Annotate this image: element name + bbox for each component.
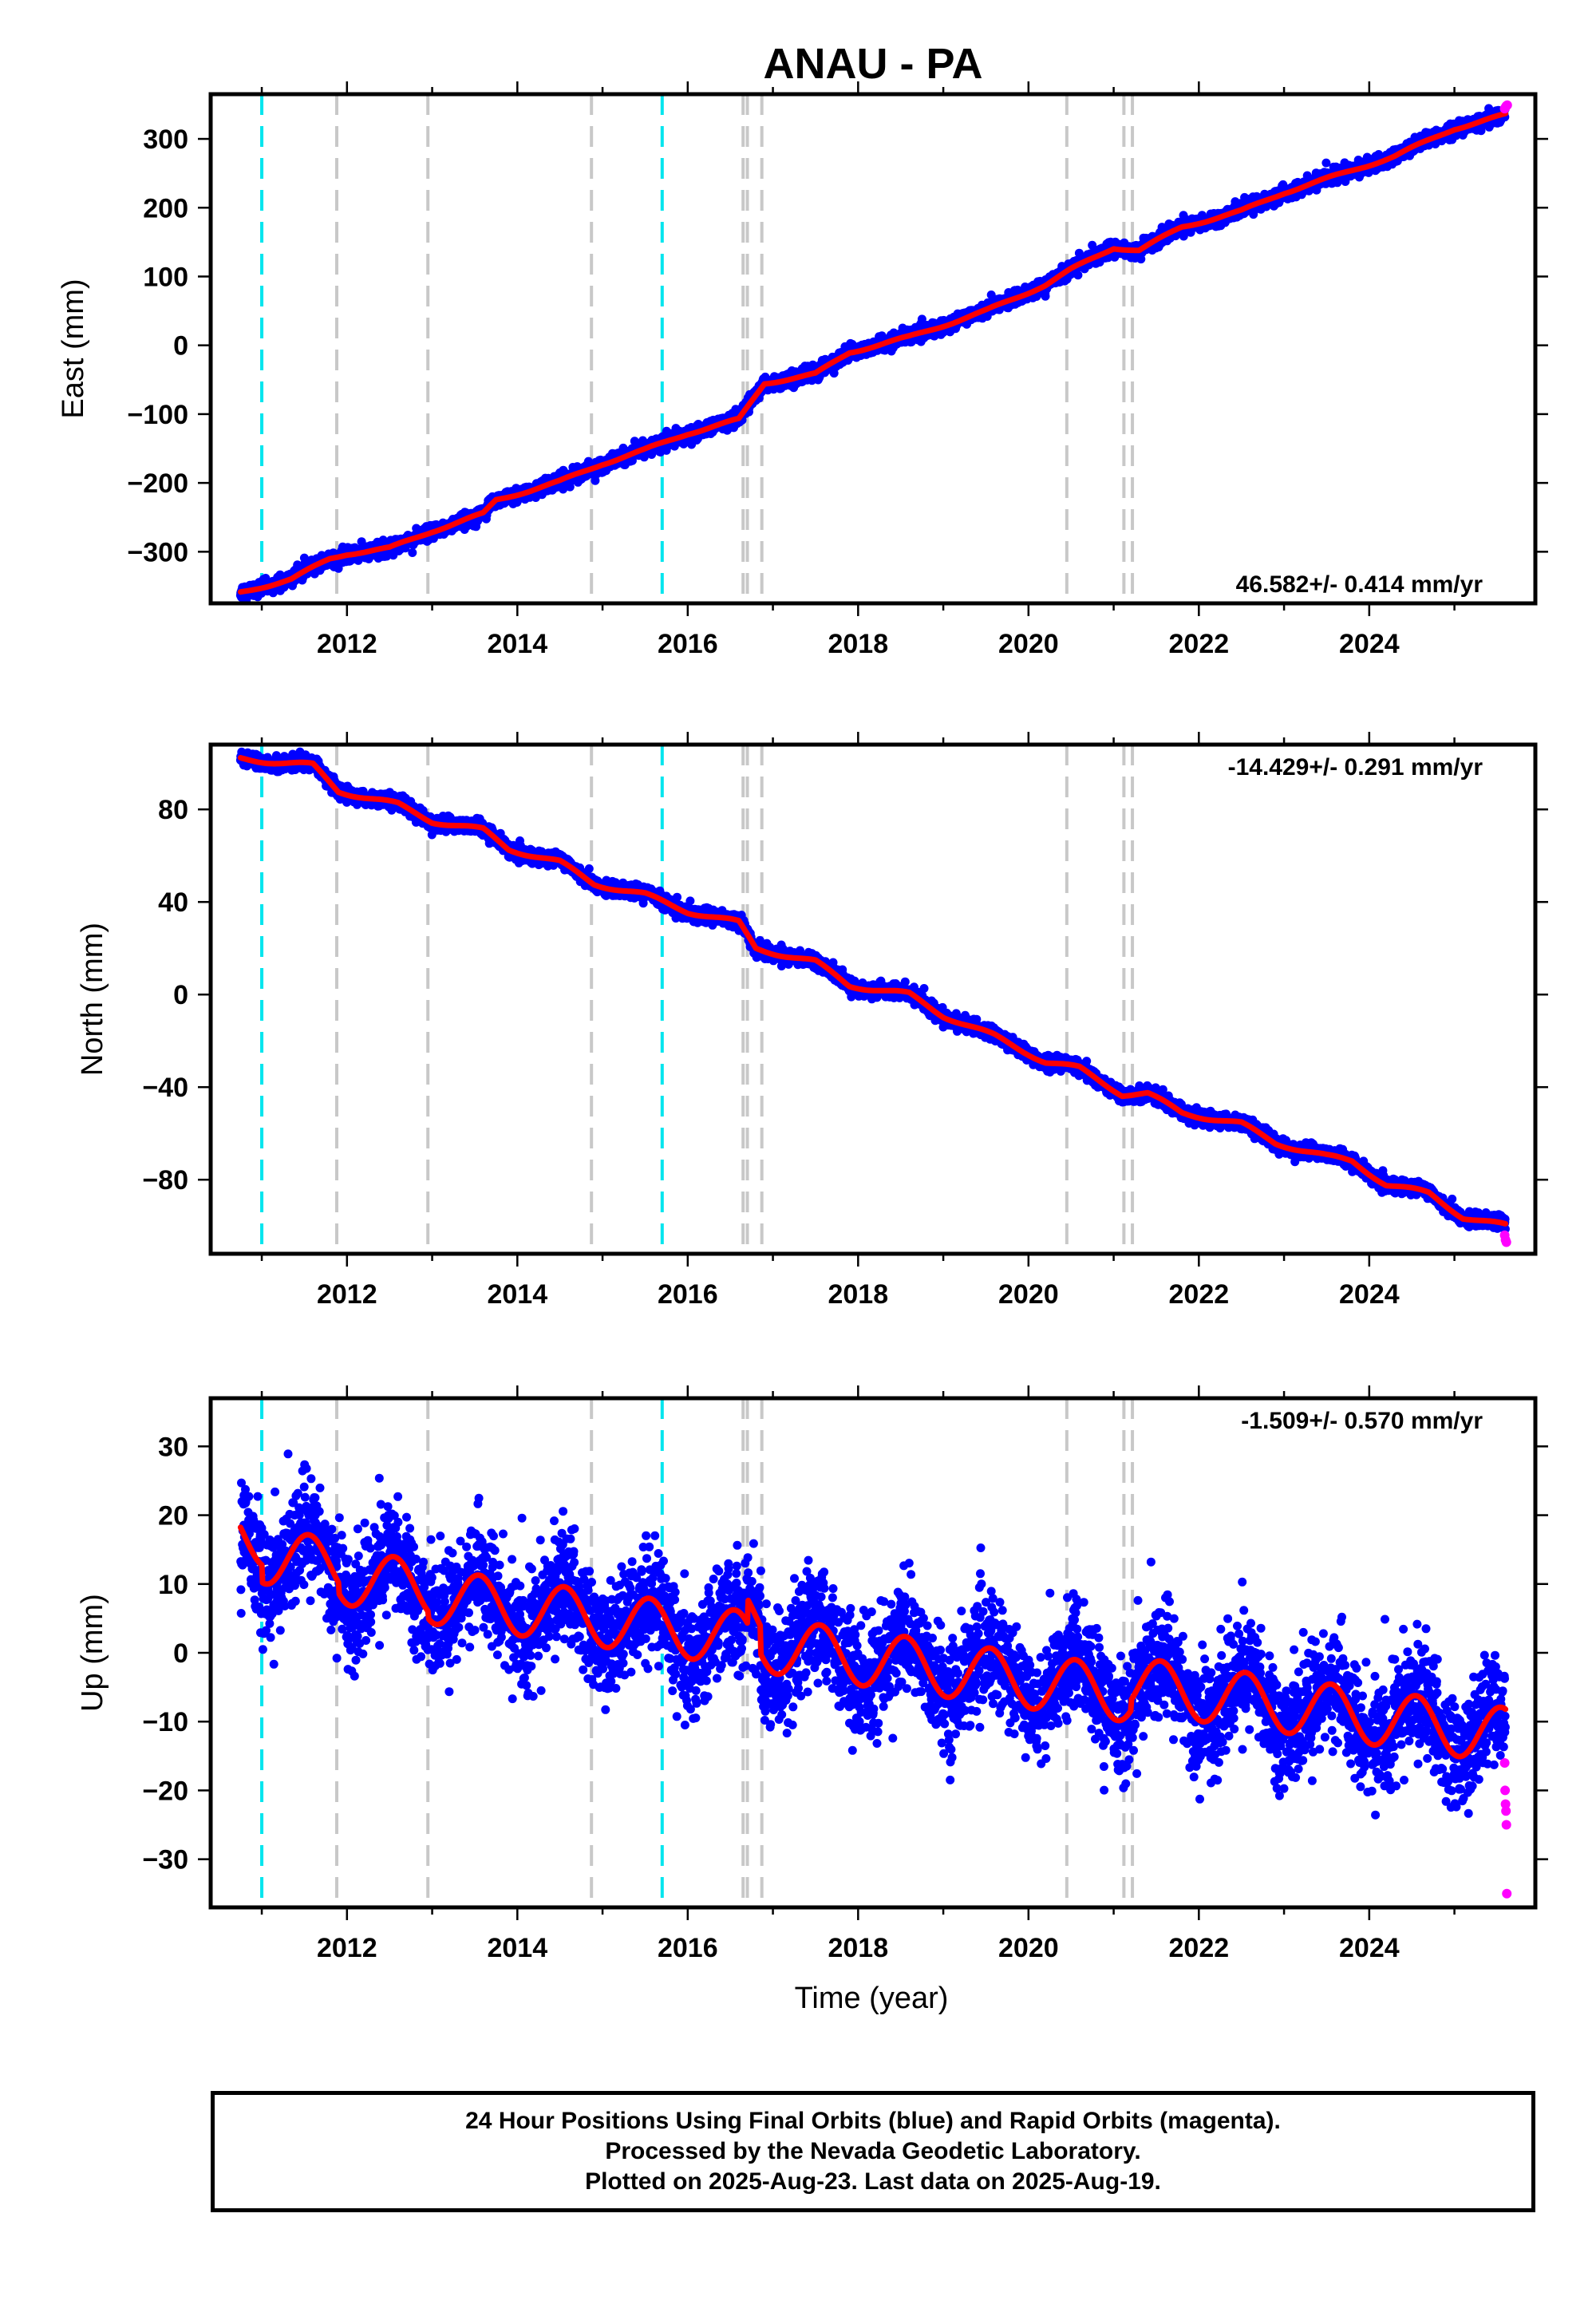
data-point — [591, 476, 600, 485]
chart-title: ANAU - PA — [764, 40, 983, 88]
x-tick-label: 2018 — [828, 629, 888, 659]
data-point — [1321, 158, 1331, 168]
x-tick-label: 2012 — [317, 629, 377, 659]
x-tick-label: 2024 — [1339, 629, 1400, 659]
east-panel: 2012 2014 2016 2018 2020 2022 20243002001000−1… — [57, 81, 1548, 659]
rapid-orbit-point — [1502, 100, 1512, 110]
data-point — [1073, 271, 1083, 280]
x-tick-label: 2016 — [658, 629, 718, 659]
x-tick-label: 2014 — [487, 629, 547, 659]
x-tick-label: 2020 — [998, 629, 1059, 659]
data-point — [408, 548, 417, 557]
x-tick-label: 2022 — [1169, 629, 1230, 659]
